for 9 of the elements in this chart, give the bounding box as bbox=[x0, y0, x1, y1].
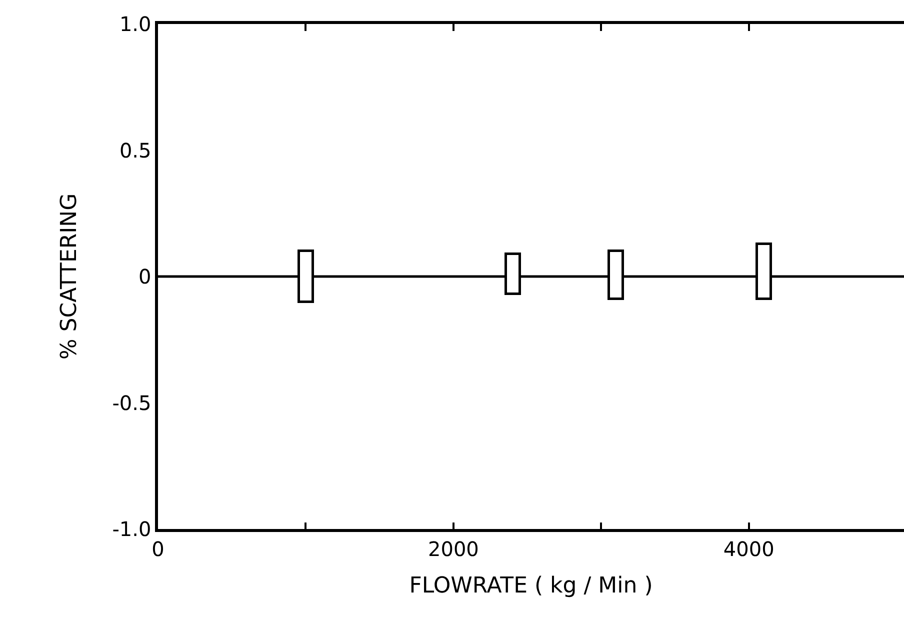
y-tick-label: -1.0 bbox=[112, 517, 152, 541]
y-axis-title: % SCATTERING bbox=[57, 193, 82, 360]
x-tick-label: 4000 bbox=[723, 536, 774, 561]
y-tick-label: 1.0 bbox=[119, 12, 152, 36]
y-tick-label: -0.5 bbox=[112, 390, 152, 415]
x-axis-title: FLOWRATE ( kg / Min ) bbox=[409, 574, 653, 599]
y-tick-label: 0 bbox=[138, 264, 152, 288]
y-tick-label: 0.5 bbox=[119, 138, 152, 162]
x-tick-label: 2000 bbox=[428, 536, 479, 561]
